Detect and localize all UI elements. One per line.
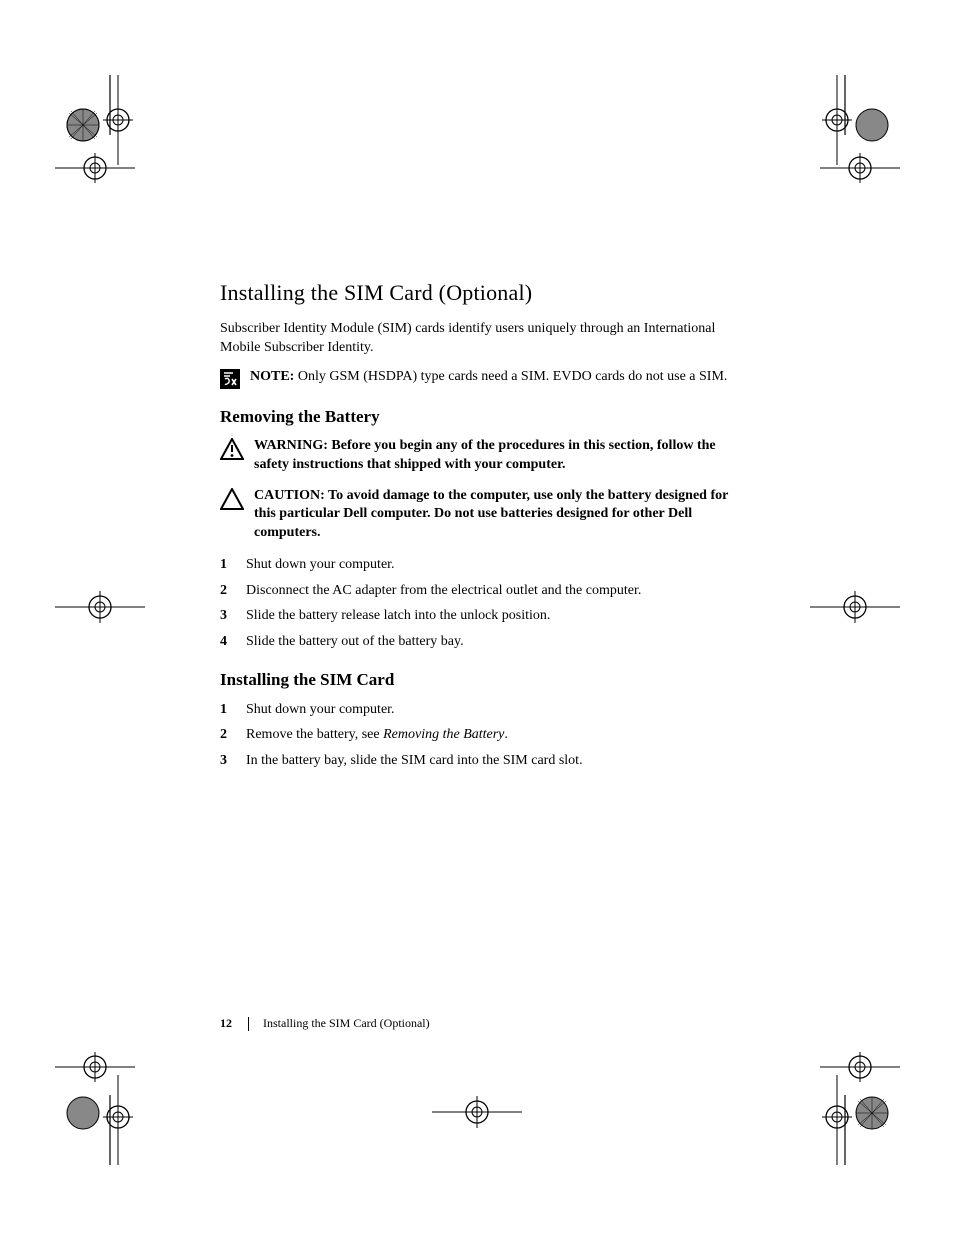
step-number: 4 (220, 632, 246, 652)
remove-battery-steps: 1 Shut down your computer. 2 Disconnect … (220, 555, 750, 651)
step-text: Shut down your computer. (246, 700, 750, 720)
regmark-bottom-mid (432, 1090, 522, 1134)
caution-icon (220, 488, 244, 510)
step-text: Remove the battery, see Removing the Bat… (246, 725, 750, 745)
step-text: Shut down your computer. (246, 555, 750, 575)
warning-icon (220, 438, 244, 460)
note-block: NOTE: Only GSM (HSDPA) type cards need a… (220, 368, 750, 389)
footer-title: Installing the SIM Card (Optional) (263, 1016, 430, 1031)
note-icon (220, 369, 240, 389)
step-text: Disconnect the AC adapter from the elect… (246, 581, 750, 601)
intro-paragraph: Subscriber Identity Module (SIM) cards i… (220, 320, 750, 358)
note-label: NOTE: (250, 369, 294, 384)
warning-text: WARNING: Before you begin any of the pro… (254, 437, 750, 475)
footer-divider (248, 1017, 249, 1031)
step-number: 3 (220, 606, 246, 626)
step-number: 3 (220, 751, 246, 771)
install-sim-steps: 1 Shut down your computer. 2 Remove the … (220, 700, 750, 771)
caution-block: CAUTION: To avoid damage to the computer… (220, 487, 750, 544)
subheading-remove-battery: Removing the Battery (220, 407, 750, 427)
warning-block: WARNING: Before you begin any of the pro… (220, 437, 750, 475)
step-row: 1 Shut down your computer. (220, 700, 750, 720)
step-number: 2 (220, 581, 246, 601)
page-footer: 12 Installing the SIM Card (Optional) (220, 1016, 430, 1031)
step-row: 3 Slide the battery release latch into t… (220, 606, 750, 626)
caution-body: To avoid damage to the computer, use onl… (254, 488, 728, 541)
section-title: Installing the SIM Card (Optional) (220, 280, 750, 306)
caution-text: CAUTION: To avoid damage to the computer… (254, 487, 750, 544)
regmark-top-right (780, 65, 900, 195)
note-body: Only GSM (HSDPA) type cards need a SIM. … (298, 369, 728, 384)
step-row: 2 Remove the battery, see Removing the B… (220, 725, 750, 745)
note-text: NOTE: Only GSM (HSDPA) type cards need a… (250, 368, 727, 387)
step-text: Slide the battery out of the battery bay… (246, 632, 750, 652)
step-text-pre: Remove the battery, see (246, 727, 383, 742)
subheading-install-sim: Installing the SIM Card (220, 670, 750, 690)
step-row: 2 Disconnect the AC adapter from the ele… (220, 581, 750, 601)
regmark-top-left (55, 65, 175, 195)
step-number: 2 (220, 725, 246, 745)
regmark-mid-left (55, 585, 145, 629)
page-number: 12 (220, 1016, 232, 1031)
warning-label: WARNING: (254, 438, 328, 453)
step-text: In the battery bay, slide the SIM card i… (246, 751, 750, 771)
step-row: 1 Shut down your computer. (220, 555, 750, 575)
step-row: 3 In the battery bay, slide the SIM card… (220, 751, 750, 771)
step-text: Slide the battery release latch into the… (246, 606, 750, 626)
regmark-bottom-right (780, 1035, 900, 1175)
step-number: 1 (220, 555, 246, 575)
regmark-bottom-left (55, 1035, 175, 1175)
regmark-mid-right (810, 585, 900, 629)
step-text-em: Removing the Battery (383, 727, 504, 742)
step-number: 1 (220, 700, 246, 720)
step-row: 4 Slide the battery out of the battery b… (220, 632, 750, 652)
step-text-post: . (504, 727, 508, 742)
caution-label: CAUTION: (254, 488, 325, 503)
page-content: Installing the SIM Card (Optional) Subsc… (220, 280, 750, 776)
